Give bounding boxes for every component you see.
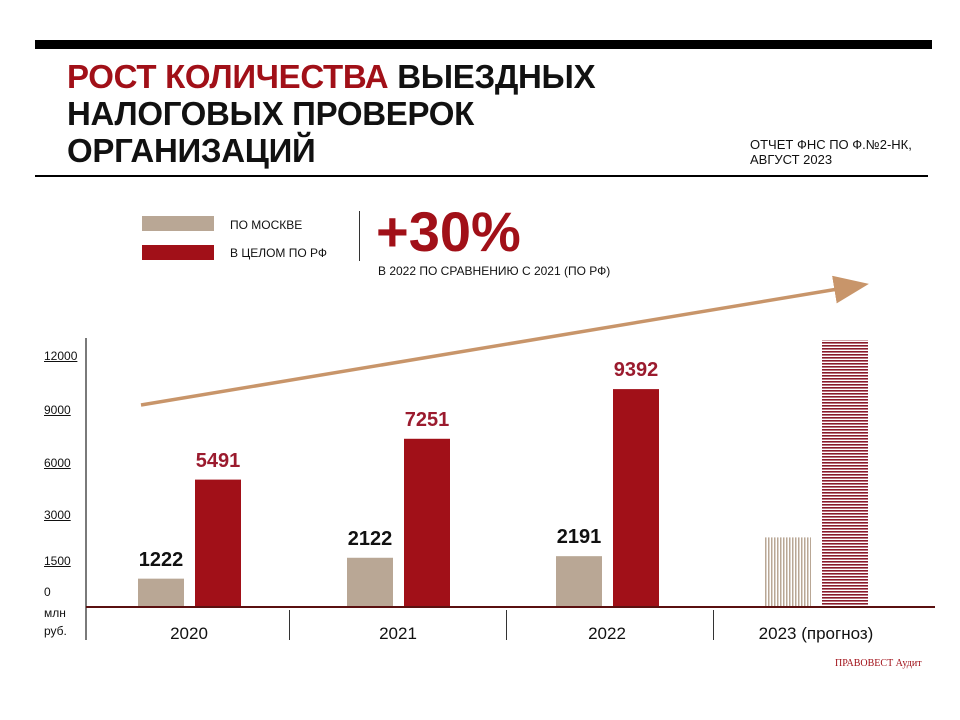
y-tick-label: 12000 bbox=[44, 349, 78, 363]
legend-swatch-moscow bbox=[142, 216, 214, 231]
source-note: ОТЧЕТ ФНС ПО Ф.№2-НК, АВГУСТ 2023 bbox=[750, 137, 912, 167]
x-tick-label: 2023 (прогноз) bbox=[758, 624, 874, 643]
data-label: 1222 bbox=[138, 548, 184, 571]
y-tick-label: 9000 bbox=[44, 403, 71, 417]
category-separator bbox=[506, 610, 507, 640]
unit-line-1: млн bbox=[44, 606, 66, 620]
growth-percent: +30% bbox=[376, 200, 521, 263]
bar-rf-2021 bbox=[404, 438, 450, 607]
legend-separator bbox=[359, 211, 360, 261]
bar-moscow-2022 bbox=[556, 556, 602, 607]
legend-swatch-rf bbox=[142, 245, 214, 260]
data-label: 9392 bbox=[613, 359, 659, 382]
bar-moscow-2020 bbox=[138, 578, 184, 607]
y-axis-unit: млн руб. bbox=[44, 604, 67, 640]
bar-rf-2023 (прогноз) bbox=[822, 340, 868, 607]
source-line-1: ОТЧЕТ ФНС ПО Ф.№2-НК, bbox=[750, 137, 912, 152]
title-highlight: РОСТ КОЛИЧЕСТВА bbox=[67, 58, 389, 95]
category-separator bbox=[713, 610, 714, 640]
page-title: РОСТ КОЛИЧЕСТВА ВЫЕЗДНЫХ НАЛОГОВЫХ ПРОВЕ… bbox=[67, 58, 596, 169]
y-tick-label: 6000 bbox=[44, 456, 71, 470]
data-label: 5491 bbox=[195, 449, 241, 472]
y-tick-label: 3000 bbox=[44, 508, 71, 522]
unit-line-2: руб. bbox=[44, 624, 67, 638]
data-label: 2191 bbox=[556, 526, 602, 549]
title-line-3: ОРГАНИЗАЦИЙ bbox=[67, 132, 316, 169]
legend-label-moscow: ПО МОСКВЕ bbox=[230, 218, 303, 232]
growth-caption: В 2022 ПО СРАВНЕНИЮ С 2021 (ПО РФ) bbox=[378, 264, 611, 278]
source-line-2: АВГУСТ 2023 bbox=[750, 152, 833, 167]
title-part: ВЫЕЗДНЫХ bbox=[388, 58, 596, 95]
title-line-2: НАЛОГОВЫХ ПРОВЕРОК bbox=[67, 95, 474, 132]
bar-rf-2020 bbox=[195, 479, 241, 607]
bar-rf-2022 bbox=[613, 389, 659, 607]
category-separator bbox=[289, 610, 290, 640]
legend-label-rf: В ЦЕЛОМ ПО РФ bbox=[230, 246, 328, 260]
data-label: 7251 bbox=[404, 408, 450, 431]
x-tick-label: 2020 bbox=[170, 624, 208, 643]
title-divider bbox=[35, 175, 928, 177]
bar-moscow-2021 bbox=[347, 557, 393, 607]
logo: ПРАВОВЕСТ Аудит bbox=[835, 658, 922, 669]
data-label: 2122 bbox=[347, 527, 393, 550]
x-tick-label: 2021 bbox=[379, 624, 417, 643]
top-bar bbox=[35, 40, 932, 49]
trend-arrow bbox=[140, 275, 869, 407]
y-tick-label: 0 bbox=[44, 585, 51, 599]
y-tick-label: 1500 bbox=[44, 554, 71, 568]
bar-moscow-2023 (прогноз) bbox=[765, 537, 811, 607]
x-tick-label: 2022 bbox=[588, 624, 626, 643]
